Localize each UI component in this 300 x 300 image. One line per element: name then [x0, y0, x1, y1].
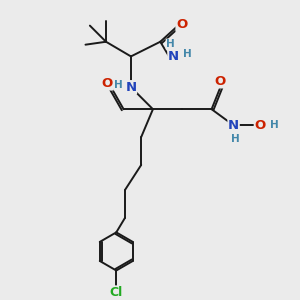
Text: N: N: [168, 50, 179, 63]
Text: H: H: [114, 80, 123, 90]
Text: O: O: [102, 77, 113, 90]
Text: O: O: [176, 18, 187, 31]
Text: H: H: [231, 134, 239, 143]
Text: H: H: [183, 49, 192, 59]
Text: Cl: Cl: [110, 286, 123, 299]
Text: N: N: [228, 119, 239, 132]
Text: O: O: [254, 119, 266, 132]
Text: N: N: [125, 81, 136, 94]
Text: O: O: [215, 75, 226, 88]
Text: H: H: [166, 39, 175, 49]
Text: H: H: [270, 120, 279, 130]
